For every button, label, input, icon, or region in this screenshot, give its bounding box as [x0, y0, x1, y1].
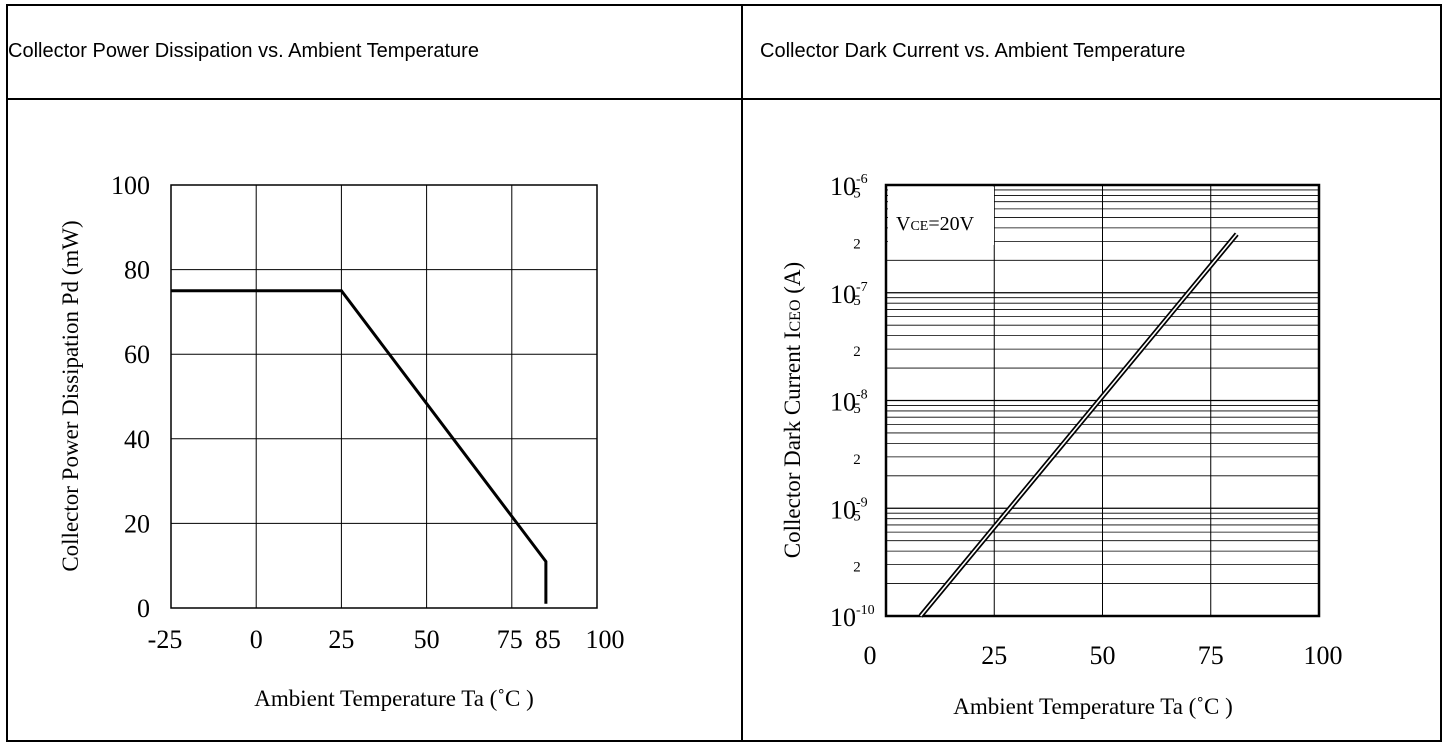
y-tick-exponent: -8 — [856, 388, 868, 403]
x-tick-label: 100 — [1304, 641, 1343, 670]
x-tick-label: 85 — [535, 625, 561, 654]
y-axis-label-subscript: CEO — [787, 299, 804, 331]
condition-annotation: VCE=20V — [896, 213, 975, 235]
x-tick-label: 0 — [864, 641, 877, 670]
y-tick-label: 10-6 — [830, 172, 868, 201]
x-tick-label: 100 — [586, 625, 625, 654]
y-tick-label: 10-10 — [830, 603, 875, 632]
y-minor-tick-label: 2 — [853, 560, 861, 576]
y-minor-tick-label: 2 — [853, 344, 861, 360]
y-tick-label: 100 — [111, 171, 150, 200]
x-tick-label: 25 — [981, 641, 1007, 670]
y-tick-label: 40 — [124, 425, 150, 454]
y-tick-label: 10-8 — [830, 388, 868, 417]
y-minor-tick-label: 5 — [853, 293, 861, 309]
annotation-subscript: CE — [910, 219, 928, 234]
y-tick-exponent: -6 — [856, 172, 868, 187]
y-tick-label: 20 — [124, 509, 150, 538]
y-axis-label: Collector Power Dissipation Pd (mW) — [58, 220, 83, 571]
figure-frame: Collector Power Dissipation vs. Ambient … — [6, 4, 1442, 742]
y-axis-label-main: Collector Dark Current I — [780, 331, 805, 558]
y-axis-label-unit: (A) — [780, 262, 805, 300]
series-line-core — [920, 233, 1238, 617]
x-tick-label: 50 — [1090, 641, 1116, 670]
annotation-value: =20V — [928, 213, 974, 235]
x-tick-label: 50 — [414, 625, 440, 654]
series-line — [171, 289, 548, 604]
y-minor-tick-label: 2 — [853, 452, 861, 468]
plot-border — [170, 184, 598, 609]
x-tick-label: 0 — [250, 625, 263, 654]
left-panel-title: Collector Power Dissipation vs. Ambient … — [8, 40, 479, 62]
y-minor-tick-label: 5 — [853, 509, 861, 525]
y-minor-tick-label: 2 — [853, 236, 861, 252]
y-axis-label: Collector Dark Current ICEO (A) — [780, 262, 805, 558]
right-panel-title: Collector Dark Current vs. Ambient Tempe… — [760, 40, 1186, 62]
annotation-main: V — [896, 213, 911, 235]
y-tick-label: 80 — [124, 256, 150, 285]
header-divider — [8, 98, 1440, 100]
x-tick-label: -25 — [148, 625, 183, 654]
y-tick-exponent: -9 — [856, 495, 868, 510]
y-tick-label: 10-9 — [830, 495, 868, 524]
y-minor-tick-label: 5 — [853, 185, 861, 201]
y-tick-label: 10-7 — [830, 280, 868, 309]
y-tick-label: 0 — [137, 594, 150, 623]
x-axis-label: Ambient Temperature Ta (˚C ) — [953, 694, 1233, 719]
x-tick-label: 75 — [497, 625, 523, 654]
plot-border — [884, 183, 1321, 618]
x-tick-label: 75 — [1198, 641, 1224, 670]
x-axis-label: Ambient Temperature Ta (˚C ) — [254, 686, 534, 711]
x-tick-label: 25 — [328, 625, 354, 654]
y-tick-exponent: -7 — [856, 280, 868, 295]
y-tick-exponent: -10 — [856, 603, 875, 618]
y-minor-tick-label: 5 — [853, 401, 861, 417]
annotation-box — [888, 187, 994, 245]
column-divider — [741, 6, 743, 740]
y-tick-label: 60 — [124, 340, 150, 369]
